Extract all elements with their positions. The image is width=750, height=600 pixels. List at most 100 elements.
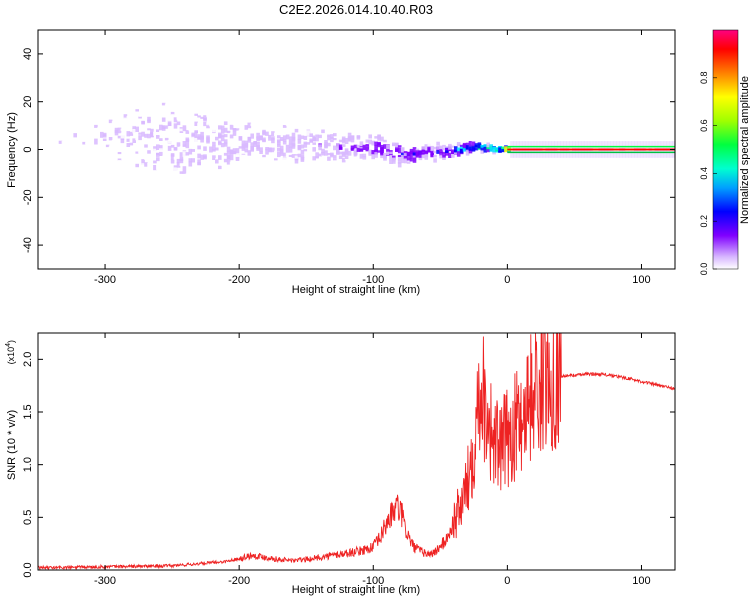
spectrogram-cell <box>397 147 402 154</box>
spectrogram-cell <box>153 119 157 125</box>
spectrogram-cell <box>61 57 66 63</box>
spectrogram-cell <box>235 128 240 131</box>
spectrogram-cell <box>182 85 187 88</box>
spectrogram-cell <box>486 149 490 153</box>
spectrogram-cell <box>374 141 378 146</box>
spectrogram-cell <box>97 127 101 131</box>
spectrogram-cell <box>336 146 340 150</box>
spectrogram-cell <box>277 152 281 158</box>
spectrogram-cell <box>191 97 195 103</box>
spectrogram-cell <box>105 87 110 92</box>
spectrogram-cell <box>67 150 72 156</box>
spectrogram-cell <box>188 192 193 197</box>
spectrogram-x-label: Height of straight line (km) <box>292 284 420 296</box>
spectrogram-cell <box>259 135 263 141</box>
spectrogram-cell <box>64 142 69 148</box>
spectrogram-cell <box>226 150 231 155</box>
spectrogram-cell <box>209 92 213 97</box>
spectrogram-cell <box>94 48 98 52</box>
spectrogram-cell <box>167 90 172 95</box>
spectrogram-cell <box>179 171 184 174</box>
spectrogram-cell <box>91 187 95 191</box>
spectrogram-cell <box>58 118 63 122</box>
spectrogram-cell <box>300 135 305 139</box>
spectrogram-cell <box>318 160 322 164</box>
spectrogram-cell <box>238 116 243 119</box>
x-tick-label: 0 <box>504 274 510 286</box>
spectrogram-cell <box>218 140 222 144</box>
spectrogram-cell <box>159 81 163 87</box>
spectrogram-cell <box>459 149 464 154</box>
spectrogram-cell <box>389 134 393 139</box>
spectrogram-cell <box>403 153 408 156</box>
spectrogram-cell <box>318 144 322 151</box>
spectrogram-cell <box>182 166 187 170</box>
spectrogram-cell <box>126 147 131 154</box>
spectrogram-cell <box>97 189 101 193</box>
spectrogram-cell <box>395 142 399 147</box>
spectrogram-cell <box>102 138 107 141</box>
spectrogram-cell <box>138 116 142 119</box>
spectrogram-cell <box>362 153 367 159</box>
spectrogram-cell <box>486 145 490 150</box>
spectrogram-cell <box>209 120 213 125</box>
spectrogram-cell <box>161 117 166 122</box>
spectrogram-cell <box>188 124 193 128</box>
spectrogram-cell <box>220 129 225 134</box>
spectrogram-cell <box>223 120 228 123</box>
spectrogram-cell <box>108 115 113 120</box>
spectrogram-cell <box>418 155 423 158</box>
spectrogram-cell <box>271 131 275 137</box>
spectrogram-cell <box>173 117 178 123</box>
spectrogram-cell <box>282 139 287 143</box>
spectrogram-cell <box>362 132 367 135</box>
spectrogram-cell <box>321 160 325 163</box>
spectrogram-cell <box>312 129 316 133</box>
spectrogram-cell <box>212 128 216 133</box>
spectrogram-cell <box>94 159 98 162</box>
spectrogram-cell <box>176 162 181 168</box>
spectrogram-cell <box>55 109 60 112</box>
spectrogram-cell <box>161 180 166 184</box>
spectrogram-cell <box>135 163 139 168</box>
spectrogram-cell <box>188 158 193 163</box>
spectrogram-cell <box>61 189 66 193</box>
spectrogram-cell <box>132 125 136 131</box>
spectrogram-cell <box>126 138 131 142</box>
spectrogram-cell <box>138 188 142 195</box>
spectrogram-cell <box>46 152 51 156</box>
spectrogram-cell <box>91 106 95 111</box>
spectrogram-cell <box>268 147 272 153</box>
spectrogram-cell <box>49 95 54 102</box>
spectrogram-cell <box>58 51 63 54</box>
spectrogram-cell <box>433 158 437 163</box>
spectrogram-cell <box>191 132 195 137</box>
spectrogram-cell <box>94 92 98 99</box>
spectrogram-cell <box>82 185 86 189</box>
spectrogram-cell <box>176 158 181 164</box>
spectrogram-cell <box>150 109 154 116</box>
spectrogram-cell <box>46 154 51 160</box>
spectrogram-cell <box>220 98 225 104</box>
spectrogram-cell <box>282 125 287 128</box>
spectrogram-cell <box>288 146 293 153</box>
spectrogram-cell <box>418 137 423 142</box>
spectrogram-cell <box>359 148 364 151</box>
spectrogram-cell <box>226 158 231 165</box>
spectrogram-cell <box>418 150 423 156</box>
colorbar-tick-label: 0.8 <box>699 72 709 85</box>
spectrogram-cell <box>41 142 45 147</box>
spectrogram-cell <box>203 200 207 203</box>
spectrogram-cell <box>330 139 334 143</box>
x-tick-label: 100 <box>632 575 650 587</box>
spectrogram-cell <box>52 114 57 119</box>
spectrogram-cell <box>185 69 190 75</box>
spectrogram-cell <box>138 185 142 190</box>
spectrogram-cell <box>397 159 402 164</box>
spectrogram-cell <box>209 219 213 222</box>
spectrogram-cell <box>141 107 145 111</box>
spectrogram-cell <box>94 167 98 171</box>
spectrogram-cell <box>132 69 136 72</box>
spectrogram-cell <box>49 198 54 203</box>
spectrogram-cell <box>409 158 414 162</box>
